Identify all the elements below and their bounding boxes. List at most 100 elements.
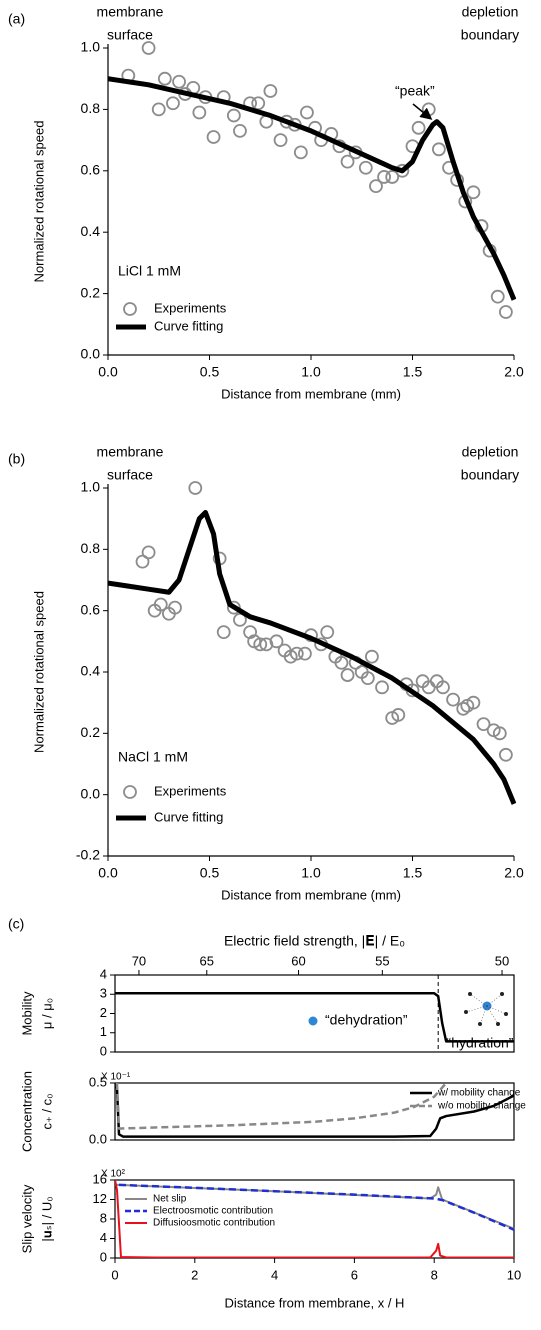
data-point: [431, 142, 446, 157]
x2-axis-title: Electric field strength, |𝐄| / E₀: [224, 933, 405, 949]
water-bond: [479, 1005, 488, 1025]
x2-tick-label: 65: [200, 953, 214, 968]
annotation: membrane: [97, 444, 164, 460]
data-point: [358, 160, 373, 175]
data-point: [273, 133, 288, 148]
x2-tick-label: 60: [291, 953, 305, 968]
y-tick-label: 0.0: [81, 785, 101, 801]
water-bond: [469, 993, 488, 1007]
y-tick-label: 2: [100, 1005, 107, 1020]
data-point: [436, 680, 450, 695]
legend-symbol: [123, 785, 137, 799]
data-point: [340, 668, 355, 682]
annotation: boundary: [461, 467, 519, 483]
x-tick-label: 2: [191, 1267, 198, 1282]
data-line: [118, 1183, 515, 1231]
data-point: [298, 646, 312, 661]
water-molecule: [464, 1010, 468, 1014]
x-tick-label: 0.0: [98, 364, 118, 380]
panel: (c) 0 1 2 3 4 70 65 60 55 50 Electric field strengt…: [8, 916, 515, 1058]
y-tick-label: 1: [100, 1024, 107, 1039]
data-point: [446, 692, 461, 707]
x-tick-label: 1.5: [403, 865, 423, 881]
y-axis-title: Slip velocity: [19, 1184, 34, 1253]
water-bond: [465, 1005, 488, 1013]
y-tick-label: 0.2: [81, 724, 101, 740]
legend-label: Electroosmotic contribution: [153, 1206, 273, 1217]
data-line: [115, 992, 514, 1043]
x-axis-title: Distance from membrane (mm): [221, 887, 401, 902]
data-point: [216, 625, 231, 640]
x-tick-label: 1.0: [301, 364, 321, 380]
data-point: [269, 634, 284, 649]
data-point: [492, 726, 507, 741]
legend-label: w/ mobility change: [437, 1088, 521, 1099]
water-molecule: [468, 992, 472, 996]
x-tick-label: 1.5: [403, 364, 423, 380]
data-point: [263, 84, 278, 98]
data-point: [289, 646, 304, 661]
annotation: “hydration”: [447, 1035, 514, 1051]
legend-symbol: [123, 302, 137, 316]
y-tick-label: 0.6: [81, 162, 101, 178]
x-axis-title: Distance from membrane (mm): [221, 386, 401, 401]
arrow: [412, 103, 433, 120]
water-molecule: [496, 1022, 500, 1026]
y-tick-label: 0.5: [89, 1074, 107, 1089]
data-point: [411, 120, 426, 135]
y-axis-title: |𝐮ₛ| / U₀: [39, 1196, 54, 1241]
annotation: LiCl 1 mM: [118, 263, 181, 279]
annotation: “peak”: [395, 83, 435, 99]
y-multiplier: X 10²: [101, 1169, 126, 1180]
data-point: [498, 305, 513, 319]
x-tick-label: 2.0: [504, 865, 524, 881]
data-point: [226, 108, 241, 123]
data-point: [233, 123, 247, 138]
plot-frame: [114, 1082, 515, 1141]
data-point: [456, 701, 471, 716]
legend-label: Curve fitting: [154, 318, 223, 333]
legend-label: w/o mobility change: [437, 1101, 526, 1112]
x-tick-label: 1.0: [301, 865, 321, 881]
y-axis-title: μ / μ₀: [39, 998, 54, 1029]
data-point: [490, 289, 505, 304]
annotation: “dehydration”: [325, 1012, 408, 1028]
panel-label: (c): [8, 916, 24, 932]
panel: (b) -0.2 0.0 0.2 0.4 0.6 0.8 1.0 0.0 0.5 1.0 1.5 2.0…: [8, 444, 524, 903]
data-line: [115, 1082, 448, 1130]
x-tick-label: 8: [431, 1267, 438, 1282]
annotation: surface: [107, 27, 153, 43]
water-bond: [486, 993, 503, 1007]
x-tick-label: 2.0: [504, 364, 524, 380]
y-tick-label: 16: [93, 1171, 107, 1186]
x-tick-label: 0.0: [98, 865, 118, 881]
y-tick-label: 0.4: [81, 223, 101, 239]
data-point: [166, 96, 180, 111]
data-line: [108, 76, 516, 301]
water-molecule: [478, 1022, 482, 1026]
y-tick-label: -0.2: [76, 847, 100, 863]
annotation: membrane: [97, 4, 164, 20]
data-point: [192, 105, 207, 120]
y-tick-label: 8: [100, 1210, 107, 1225]
y-tick-label: 12: [93, 1191, 107, 1206]
data-line: [108, 510, 516, 805]
data-point: [168, 600, 182, 615]
legend-label: Experiments: [154, 300, 227, 315]
y-tick-label: 0: [100, 1249, 107, 1264]
y-tick-label: 0.6: [81, 601, 101, 617]
data-point: [151, 102, 166, 117]
y-tick-label: 0.8: [81, 100, 101, 116]
data-point: [320, 625, 335, 640]
annotation: depletion: [462, 444, 519, 460]
data-point: [498, 747, 513, 762]
ion-icon: [307, 1015, 319, 1027]
water-bond: [486, 1005, 507, 1015]
data-point: [369, 179, 383, 194]
data-point: [391, 708, 406, 722]
x-tick-label: 0.5: [200, 865, 220, 881]
data-point: [375, 680, 389, 695]
y-tick-label: 4: [100, 1230, 107, 1245]
data-point: [476, 717, 491, 732]
